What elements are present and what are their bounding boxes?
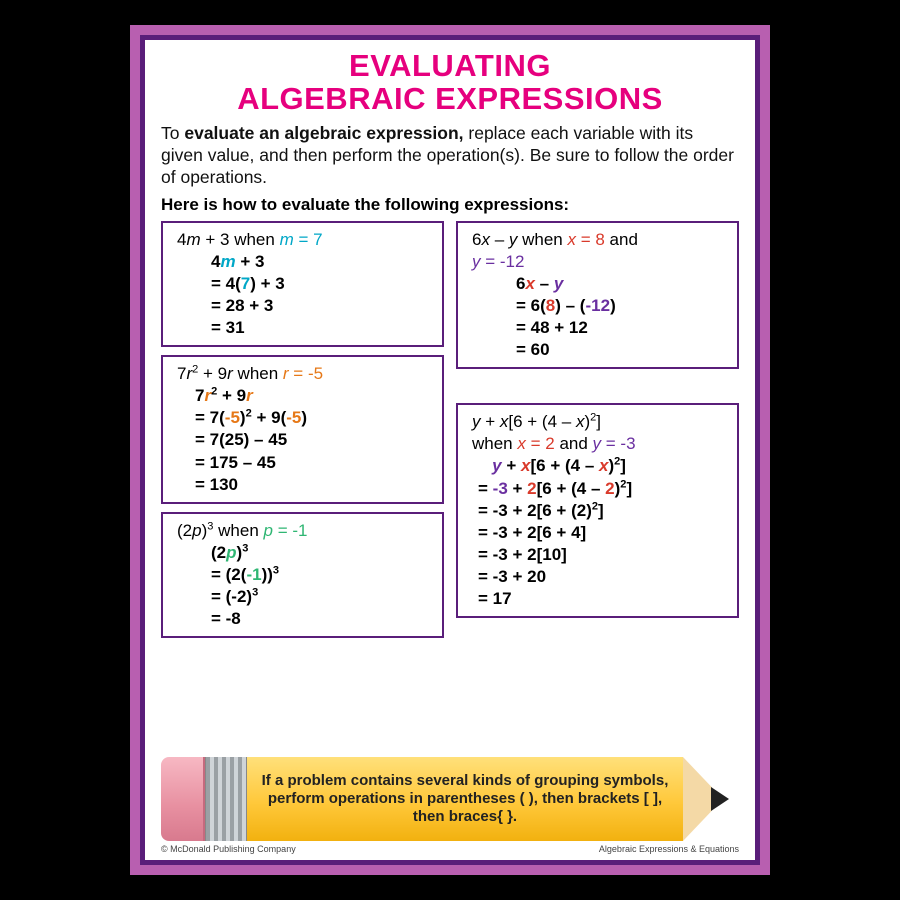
example-columns: 4m + 3 when m = 7 4m + 3 = 4(7) + 3 = 28… bbox=[161, 221, 739, 751]
pencil-ferrule bbox=[205, 757, 247, 841]
box2-prompt: 7r2 + 9r when r = -5 bbox=[177, 363, 432, 385]
box3-prompt: (2p)3 when p = -1 bbox=[177, 520, 432, 542]
box1-steps: 4m + 3 = 4(7) + 3 = 28 + 3 = 31 bbox=[177, 251, 432, 339]
example-box-5: y + x[6 + (4 – x)2] when x = 2 and y = -… bbox=[456, 403, 739, 618]
example-box-3: (2p)3 when p = -1 (2p)3 = (2(-1))3 = (-2… bbox=[161, 512, 444, 638]
box2-steps: 7r2 + 9r = 7(-5)2 + 9(-5) = 7(25) – 45 =… bbox=[177, 385, 432, 495]
left-column: 4m + 3 when m = 7 4m + 3 = 4(7) + 3 = 28… bbox=[161, 221, 444, 751]
footer: © McDonald Publishing Company Algebraic … bbox=[161, 844, 739, 854]
box5-prompt: y + x[6 + (4 – x)2] when x = 2 and y = -… bbox=[472, 411, 727, 455]
box4-steps: 6x – y = 6(8) – (-12) = 48 + 12 = 60 bbox=[472, 273, 727, 361]
pencil-callout: If a problem contains several kinds of g… bbox=[161, 757, 739, 841]
pencil-tip bbox=[683, 757, 739, 841]
right-column: 6x – y when x = 8 and y = -12 6x – y = 6… bbox=[456, 221, 739, 751]
subheading: Here is how to evaluate the following ex… bbox=[161, 195, 739, 215]
intro-text: To evaluate an algebraic expression, rep… bbox=[161, 123, 739, 189]
intro-bold: evaluate an algebraic expression, bbox=[184, 123, 463, 143]
footer-right: Algebraic Expressions & Equations bbox=[599, 844, 739, 854]
footer-left: © McDonald Publishing Company bbox=[161, 844, 296, 854]
example-box-4: 6x – y when x = 8 and y = -12 6x – y = 6… bbox=[456, 221, 739, 370]
pencil-lead bbox=[711, 787, 729, 811]
spacer bbox=[456, 377, 739, 395]
poster-inner: EVALUATING ALGEBRAIC EXPRESSIONS To eval… bbox=[140, 35, 760, 865]
box3-steps: (2p)3 = (2(-1))3 = (-2)3 = -8 bbox=[177, 542, 432, 630]
box5-steps: y + x[6 + (4 – x)2] = -3 + 2[6 + (4 – 2)… bbox=[472, 455, 727, 610]
box4-prompt: 6x – y when x = 8 and y = -12 bbox=[472, 229, 727, 273]
example-box-2: 7r2 + 9r when r = -5 7r2 + 9r = 7(-5)2 +… bbox=[161, 355, 444, 504]
poster-outer: EVALUATING ALGEBRAIC EXPRESSIONS To eval… bbox=[130, 25, 770, 875]
example-box-1: 4m + 3 when m = 7 4m + 3 = 4(7) + 3 = 28… bbox=[161, 221, 444, 347]
pencil-barrel: If a problem contains several kinds of g… bbox=[247, 757, 683, 841]
title-line2: ALGEBRAIC EXPRESSIONS bbox=[237, 81, 663, 116]
box1-prompt: 4m + 3 when m = 7 bbox=[177, 229, 432, 251]
intro-prefix: To bbox=[161, 123, 184, 143]
title-line1: EVALUATING bbox=[349, 48, 551, 83]
pencil-text: If a problem contains several kinds of g… bbox=[253, 772, 677, 826]
pencil-eraser bbox=[161, 757, 205, 841]
page-title: EVALUATING ALGEBRAIC EXPRESSIONS bbox=[161, 50, 739, 115]
